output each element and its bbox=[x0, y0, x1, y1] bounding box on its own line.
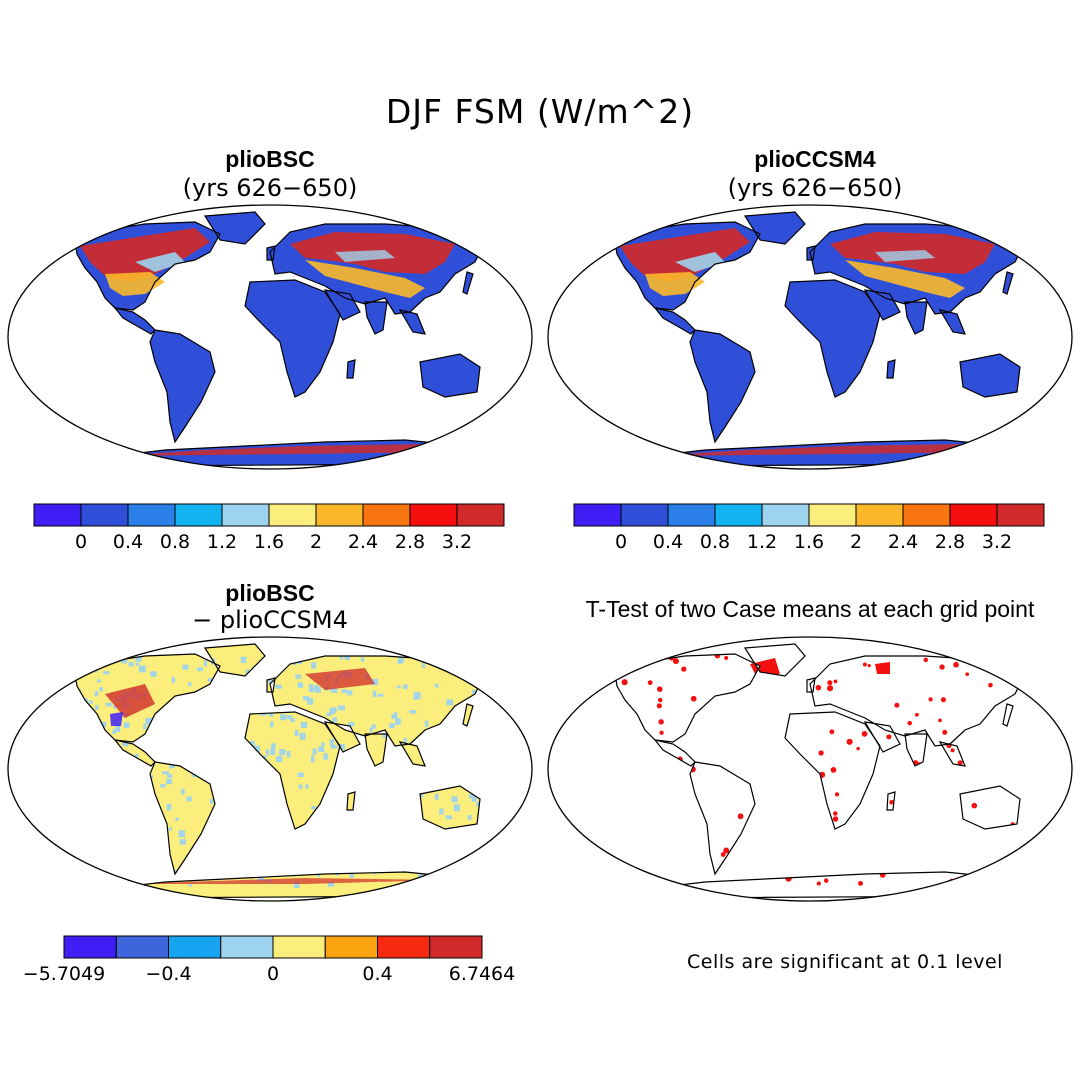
map-difference bbox=[7, 636, 533, 902]
colorbar-tick-label: 0 bbox=[267, 963, 279, 985]
colorbar-segment bbox=[620, 503, 669, 527]
colorbar-segment bbox=[168, 935, 222, 959]
colorbar-segment bbox=[996, 503, 1045, 527]
panel-title-pliocssm4: plioCCSM4 bbox=[754, 146, 876, 172]
colorbar-tick-label: 6.7464 bbox=[449, 963, 515, 985]
panel-title-ttest: T-Test of two Case means at each grid po… bbox=[585, 596, 1035, 622]
colorbar-segment bbox=[315, 503, 364, 527]
colorbar-tick-label: 0.4 bbox=[113, 531, 143, 553]
colorbar-tick-label: 2 bbox=[850, 531, 862, 553]
significance-note: Cells are significant at 0.1 level bbox=[687, 951, 1003, 973]
panel-title-pliobsc: plioBSC bbox=[225, 146, 315, 172]
colorbar-segment bbox=[33, 503, 82, 527]
panel-subtitle-pliocssm4: (yrs 626−650) bbox=[727, 174, 903, 202]
colorbar-segment bbox=[272, 935, 326, 959]
colorbar-segment bbox=[268, 503, 317, 527]
colorbar-tick-label: 2.4 bbox=[888, 531, 918, 553]
colorbar-segment bbox=[456, 503, 505, 527]
colorbar-tick-label: 0 bbox=[75, 531, 87, 553]
colorbar-tick-label: 1.6 bbox=[794, 531, 824, 553]
colorbar-tick-label: 1.2 bbox=[207, 531, 237, 553]
colorbar-segment bbox=[377, 935, 431, 959]
colorbar-tick-label: 0.8 bbox=[700, 531, 730, 553]
figure-title: DJF FSM (W/m^2) bbox=[385, 92, 695, 131]
colorbar-pliocssm4: 0 0.4 0.8 1.2 1.6 2 2.4 2.8 3.2 bbox=[573, 503, 1045, 553]
colorbar-segment bbox=[63, 935, 117, 959]
colorbar-segment bbox=[573, 503, 622, 527]
map-pliobsc bbox=[7, 204, 533, 470]
colorbar-segment bbox=[667, 503, 716, 527]
colorbar-tick-label: 2 bbox=[310, 531, 322, 553]
colorbar-tick-label: 0.4 bbox=[653, 531, 683, 553]
panel-title-difference: plioBSC bbox=[225, 580, 315, 606]
map-pliocssm4 bbox=[547, 204, 1073, 470]
colorbar-segment bbox=[409, 503, 458, 527]
colorbar-segment bbox=[220, 935, 274, 959]
colorbar-tick-label: 3.2 bbox=[442, 531, 472, 553]
colorbar-tick-label: 0 bbox=[615, 531, 627, 553]
colorbar-segment bbox=[714, 503, 763, 527]
colorbar-segment bbox=[324, 935, 378, 959]
colorbar-segment bbox=[855, 503, 904, 527]
colorbar-segment bbox=[761, 503, 810, 527]
colorbar-tick-label: 0.8 bbox=[160, 531, 190, 553]
colorbar-tick-label: 1.2 bbox=[747, 531, 777, 553]
colorbar-segment bbox=[902, 503, 951, 527]
colorbar-segment bbox=[174, 503, 223, 527]
panel-subtitle-difference: − plioCCSM4 bbox=[192, 606, 348, 634]
colorbar-difference: −5.7049 −0.4 0 0.4 6.7464 bbox=[23, 935, 515, 985]
colorbar-segment bbox=[115, 935, 169, 959]
colorbar-tick-label: −0.4 bbox=[145, 963, 191, 985]
colorbar-tick-label: 1.6 bbox=[254, 531, 284, 553]
colorbar-tick-label: 2.8 bbox=[395, 531, 425, 553]
colorbar-tick-label: −5.7049 bbox=[23, 963, 105, 985]
colorbar-segment bbox=[808, 503, 857, 527]
colorbar-segment bbox=[362, 503, 411, 527]
map-ttest bbox=[547, 636, 1073, 902]
colorbar-tick-label: 2.8 bbox=[935, 531, 965, 553]
colorbar-segment bbox=[949, 503, 998, 527]
colorbar-segment bbox=[221, 503, 270, 527]
colorbar-pliobsc: 0 0.4 0.8 1.2 1.6 2 2.4 2.8 3.2 bbox=[33, 503, 505, 553]
panel-subtitle-pliobsc: (yrs 626−650) bbox=[182, 174, 358, 202]
colorbar-tick-label: 0.4 bbox=[362, 963, 392, 985]
colorbar-tick-label: 3.2 bbox=[982, 531, 1012, 553]
colorbar-segment bbox=[429, 935, 483, 959]
colorbar-tick-label: 2.4 bbox=[348, 531, 378, 553]
colorbar-segment bbox=[127, 503, 176, 527]
colorbar-segment bbox=[80, 503, 129, 527]
